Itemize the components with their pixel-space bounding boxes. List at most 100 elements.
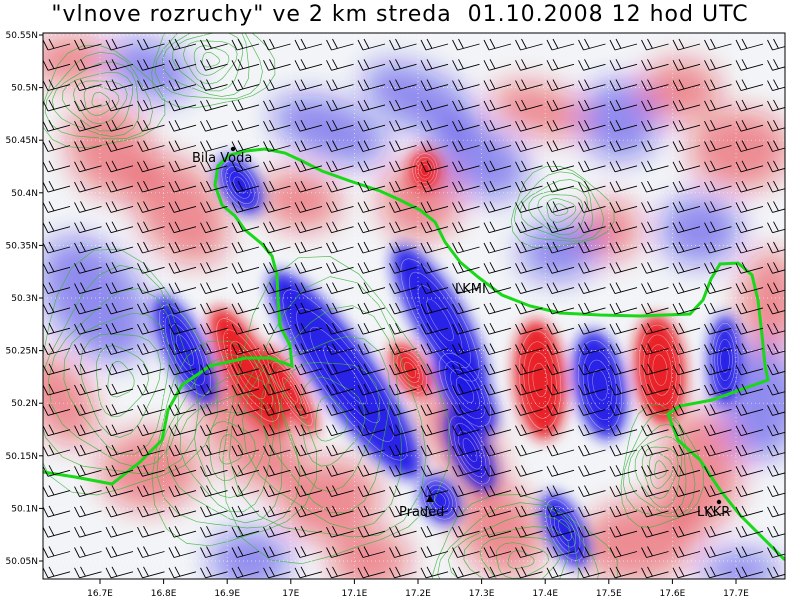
wind-barb-icon	[515, 140, 543, 152]
wind-barb-icon	[168, 38, 197, 51]
wind-barb-icon	[74, 525, 102, 538]
wind-barb-icon	[263, 79, 291, 92]
wind-barb-icon	[105, 160, 134, 173]
wind-barb-icon	[515, 262, 543, 274]
shading-core	[153, 150, 741, 568]
wind-barb-icon	[767, 99, 785, 112]
wind-barb-icon	[420, 525, 449, 538]
wind-barb-icon	[420, 363, 449, 376]
wind-barb-icon	[200, 59, 228, 71]
wind-barb-icon	[389, 343, 417, 355]
wind-barb-icon	[767, 465, 785, 477]
wind-barb-icon	[704, 79, 732, 92]
x-tick-label: 17E	[282, 589, 299, 599]
wind-barb-icon	[168, 221, 197, 234]
wind-barb-icon	[200, 485, 228, 498]
wind-barb-icon	[546, 282, 575, 295]
wind-barb-icon	[420, 180, 449, 193]
wind-barb-icon	[263, 525, 291, 538]
y-tick-label: 50.4N	[11, 189, 38, 199]
wind-barb-icon	[263, 38, 291, 51]
wind-barb-icon	[168, 546, 197, 558]
wind-barb-icon	[231, 241, 260, 254]
wind-barb-icon	[515, 201, 543, 213]
wind-barb-icon	[704, 525, 732, 538]
wind-barb-icon	[105, 38, 134, 51]
wind-barb-icon	[735, 322, 764, 335]
wind-barb-icon	[546, 444, 575, 457]
wind-barb-icon	[137, 262, 165, 274]
wind-barb-icon	[200, 119, 228, 132]
wind-barb-icon	[546, 546, 575, 558]
wind-barb-icon	[294, 201, 323, 213]
wind-barb-icon	[735, 180, 764, 193]
wind-barb-icon	[105, 343, 134, 355]
wind-barb-icon	[389, 201, 417, 213]
wind-barb-icon	[263, 59, 291, 71]
x-tick-label: 17.5E	[596, 589, 622, 599]
wind-barb-icon	[326, 383, 354, 396]
wind-barb-icon	[294, 79, 323, 92]
wind-barb-icon	[137, 119, 165, 132]
wind-barb-icon	[74, 282, 102, 295]
wind-barb-icon	[452, 59, 480, 71]
wind-barb-icon	[767, 79, 785, 92]
place-bila-voda: Bila Voda	[192, 146, 252, 166]
wind-barb-icon	[735, 343, 764, 355]
wind-barb-icon	[420, 282, 449, 295]
wind-barb-icon	[105, 485, 134, 498]
wind-barb-icon	[74, 201, 102, 213]
wind-barb-icon	[483, 38, 512, 51]
wind-barb-icon	[452, 444, 480, 457]
wind-barb-icon	[43, 525, 71, 538]
wind-barb-icon	[452, 404, 480, 416]
wind-barb-icon	[704, 505, 732, 518]
x-tick-label: 17.7E	[723, 589, 749, 599]
wind-barb-icon	[546, 160, 575, 173]
wind-barb-icon	[420, 160, 449, 173]
wind-barb-icon	[43, 282, 71, 295]
wind-barb-icon	[326, 160, 354, 173]
wind-barb-icon	[105, 99, 134, 112]
wind-barb-icon	[294, 546, 323, 558]
wind-barb-icon	[578, 363, 606, 376]
wind-barb-icon	[515, 566, 543, 579]
wind-barb-icon	[767, 38, 785, 51]
wind-barb-icon	[515, 343, 543, 355]
wind-barb-icon	[641, 322, 669, 335]
wind-barb-icon	[137, 160, 165, 173]
wind-barb-icon	[515, 221, 543, 234]
wind-barb-icon	[294, 525, 323, 538]
wind-barb-icon	[515, 505, 543, 518]
wind-barb-icon	[704, 404, 732, 416]
wind-barb-icon	[420, 99, 449, 112]
wind-barb-icon	[609, 343, 638, 355]
wind-barb-icon	[74, 566, 102, 579]
wind-barb-icon	[389, 444, 417, 457]
wind-barb-icon	[578, 465, 606, 477]
wind-barb-icon	[168, 201, 197, 213]
wind-barb-icon	[137, 322, 165, 335]
boundary-line	[43, 147, 785, 562]
wind-barb-icon	[105, 444, 134, 457]
wind-barb-icon	[231, 424, 260, 437]
wind-barb-icon	[704, 343, 732, 355]
wind-barb-icon	[105, 59, 134, 71]
wind-barb-icon	[546, 485, 575, 498]
wind-barb-icon	[672, 505, 701, 518]
wind-barb-icon	[546, 343, 575, 355]
wind-barb-icon	[43, 180, 71, 193]
wind-barb-icon	[43, 322, 71, 335]
wind-barb-icon	[735, 59, 764, 71]
wind-barb-icon	[546, 465, 575, 477]
wind-barb-icon	[231, 343, 260, 355]
wind-barb-icon	[452, 465, 480, 477]
wind-barb-icon	[546, 404, 575, 416]
wind-barb-icon	[735, 485, 764, 498]
wind-barb-icon	[672, 424, 701, 437]
wind-barb-icon	[767, 322, 785, 335]
wind-barb-icon	[326, 99, 354, 112]
wind-barb-icon	[452, 282, 480, 295]
wind-barb-icon	[767, 221, 785, 234]
wind-barb-icon	[357, 221, 386, 234]
